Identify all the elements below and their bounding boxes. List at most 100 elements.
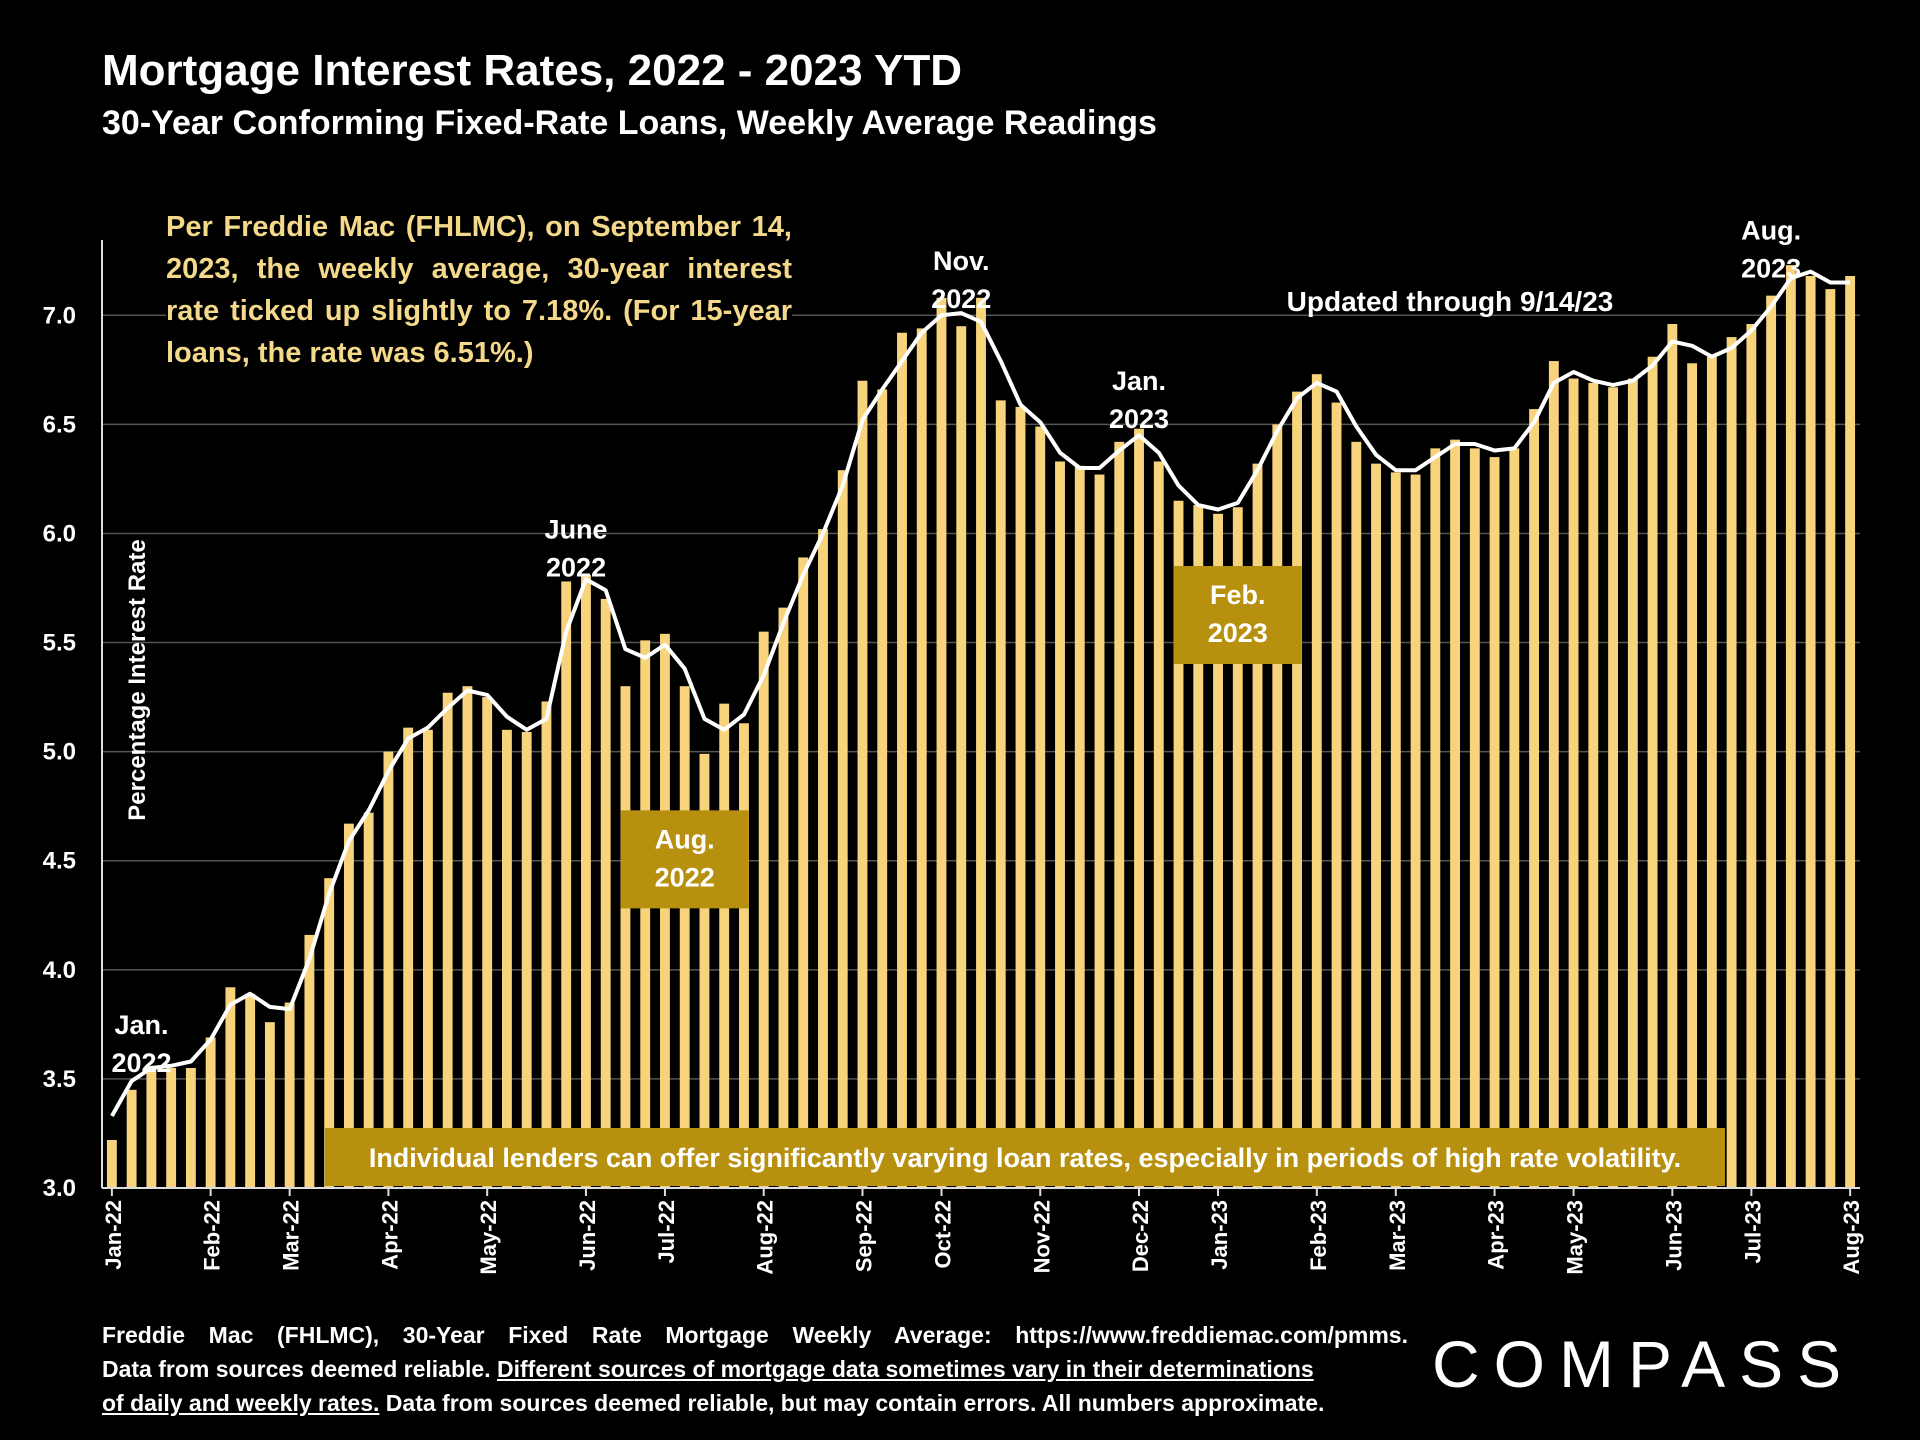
bar — [521, 732, 532, 1188]
bar — [1687, 363, 1698, 1189]
bar — [462, 686, 473, 1188]
bar — [324, 878, 335, 1188]
bar — [1548, 361, 1559, 1188]
x-tick-label: Jun-22 — [575, 1200, 600, 1271]
bar — [1410, 474, 1421, 1189]
bar — [798, 557, 809, 1188]
bar — [739, 723, 749, 1188]
trend-line — [110, 269, 1851, 1117]
mortgage-rate-chart: 3.0 3.5 4.0 4.5 5.0 5.5 6.0 6.5 7.0 Jan-22 Feb-22… — [43, 216, 1864, 1275]
bar — [264, 1022, 275, 1188]
bar — [363, 812, 374, 1188]
bar — [225, 987, 236, 1188]
bar — [719, 703, 730, 1188]
footer-text: Data from sources deemed reliable. — [102, 1356, 497, 1382]
bar — [1706, 356, 1717, 1188]
footer-line-3: of daily and weekly rates. Data from sou… — [102, 1386, 1408, 1420]
footer-text: Data from sources deemed reliable, but m… — [379, 1390, 1325, 1416]
bar — [699, 753, 710, 1188]
bar — [600, 598, 611, 1188]
bar — [106, 1140, 117, 1188]
x-tick-label: Oct-22 — [931, 1200, 956, 1268]
bar — [1193, 505, 1204, 1188]
y-tick-label: 4.0 — [43, 957, 76, 984]
bar — [1074, 465, 1085, 1188]
bar — [442, 692, 453, 1188]
bar — [1213, 513, 1223, 1188]
bar — [383, 751, 394, 1188]
bar — [1035, 426, 1046, 1189]
bar — [185, 1068, 196, 1188]
bar — [146, 1065, 157, 1188]
bar — [501, 729, 512, 1188]
footer-underlined-text: of daily and weekly rates. — [102, 1390, 380, 1416]
y-axis-ticks: 3.0 3.5 4.0 4.5 5.0 5.5 6.0 6.5 7.0 — [43, 302, 76, 1202]
bar — [995, 400, 1006, 1188]
bar — [1331, 402, 1342, 1189]
x-tick-label: Apr-22 — [377, 1200, 402, 1270]
x-tick-label: Aug-23 — [1839, 1200, 1864, 1275]
bar — [422, 729, 433, 1188]
bar — [1805, 276, 1816, 1188]
bar-series — [106, 265, 1856, 1189]
x-tick-label: Feb-22 — [200, 1200, 225, 1271]
bar — [541, 701, 552, 1188]
y-tick-label: 6.5 — [43, 411, 76, 438]
x-tick-label: Jun-23 — [1661, 1200, 1686, 1271]
footer-line-2: Data from sources deemed reliable. Diffe… — [102, 1352, 1408, 1386]
annotation-label: 2022 — [546, 553, 606, 583]
axes — [101, 240, 1860, 1189]
annotation-label: 2022 — [931, 284, 991, 314]
month-annotation: Nov. 2022 — [931, 246, 991, 314]
bar — [1489, 457, 1500, 1188]
bar — [1173, 500, 1184, 1188]
bar — [857, 380, 868, 1188]
annotation-box — [1173, 566, 1302, 664]
footer-line-1: Freddie Mac (FHLMC), 30-Year Fixed Rate … — [102, 1322, 1408, 1348]
bar — [620, 686, 631, 1188]
month-annotation: Aug. 2022 — [620, 810, 749, 909]
bar — [1371, 463, 1381, 1188]
bar — [1785, 265, 1796, 1188]
month-annotation: Jan. 2023 — [1109, 366, 1169, 434]
annotation-label: June — [545, 515, 608, 545]
bar — [877, 389, 888, 1188]
bar — [284, 1002, 295, 1188]
x-tick-label: Mar-22 — [279, 1200, 304, 1271]
annotation-label: Jan. — [1112, 366, 1166, 396]
bar — [1390, 472, 1401, 1188]
bar — [1252, 463, 1263, 1188]
bar — [1529, 409, 1540, 1188]
y-tick-label: 5.5 — [43, 630, 76, 657]
bar — [1588, 382, 1599, 1189]
chart-title: Mortgage Interest Rates, 2022 - 2023 YTD — [102, 46, 962, 95]
y-tick-label: 6.0 — [43, 520, 76, 547]
bar — [1746, 324, 1757, 1188]
lender-note: Individual lenders can offer significant… — [369, 1143, 1681, 1173]
bar — [482, 697, 493, 1188]
bar — [1430, 448, 1441, 1188]
annotations: Jan. 2022 June 2022 Aug. 2022 Nov. 2022 Jan. 2023… — [111, 216, 1801, 1078]
compass-logo: COMPASS — [1432, 1327, 1856, 1401]
bar — [1015, 406, 1026, 1189]
bar — [1766, 295, 1777, 1188]
bar — [936, 297, 947, 1188]
bar — [1608, 387, 1619, 1189]
bar — [1055, 461, 1065, 1188]
bar — [758, 631, 769, 1188]
bar — [1351, 441, 1362, 1188]
bar — [1509, 448, 1520, 1188]
annotation-label: Jan. — [114, 1010, 168, 1040]
bar — [304, 934, 315, 1188]
x-tick-label: Sep-22 — [852, 1200, 877, 1272]
bar — [245, 993, 256, 1188]
bar — [1825, 289, 1836, 1188]
x-tick-label: Jul-23 — [1740, 1200, 1765, 1264]
bar — [640, 640, 651, 1188]
bar — [1568, 378, 1579, 1189]
bar — [1292, 391, 1302, 1188]
x-tick-label: Feb-23 — [1306, 1200, 1331, 1271]
x-tick-label: Jan-23 — [1207, 1200, 1232, 1270]
annotation-label: Nov. — [933, 246, 990, 276]
bar — [976, 297, 986, 1188]
